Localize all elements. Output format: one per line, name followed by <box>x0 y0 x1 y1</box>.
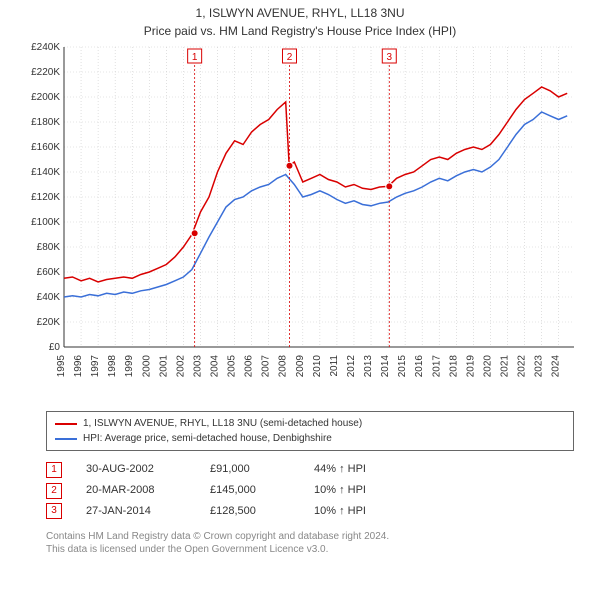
svg-text:2004: 2004 <box>210 355 221 378</box>
svg-text:2: 2 <box>287 52 293 63</box>
marker-badge: 2 <box>46 483 62 499</box>
chart-area: £0 £20K £40K £60K £80K £100K £120K £140K £160K £1… <box>20 43 580 403</box>
svg-text:£80K: £80K <box>37 242 61 253</box>
chart-title: 1, ISLWYN AVENUE, RHYL, LL18 3NU <box>6 6 594 22</box>
legend-swatch <box>55 423 77 425</box>
sale-delta: 44% ↑ HPI <box>314 459 366 480</box>
svg-text:2003: 2003 <box>192 355 203 378</box>
sale-price: £145,000 <box>210 480 290 501</box>
legend-item: 1, ISLWYN AVENUE, RHYL, LL18 3NU (semi-d… <box>55 416 565 431</box>
chart-container: 1, ISLWYN AVENUE, RHYL, LL18 3NU Price p… <box>0 0 600 590</box>
svg-text:£20K: £20K <box>37 317 61 328</box>
svg-text:£100K: £100K <box>31 217 60 228</box>
svg-text:2011: 2011 <box>329 355 340 377</box>
svg-text:1995: 1995 <box>56 355 67 378</box>
sale-delta: 10% ↑ HPI <box>314 501 366 522</box>
svg-text:2000: 2000 <box>141 355 152 378</box>
svg-text:£200K: £200K <box>31 92 60 103</box>
svg-text:£180K: £180K <box>31 117 60 128</box>
svg-text:2022: 2022 <box>517 355 528 378</box>
svg-text:£120K: £120K <box>31 192 60 203</box>
svg-text:2014: 2014 <box>380 355 391 378</box>
svg-text:1: 1 <box>192 52 198 63</box>
svg-text:£240K: £240K <box>31 43 60 53</box>
sale-date: 30-AUG-2002 <box>86 459 186 480</box>
legend-swatch <box>55 438 77 440</box>
svg-text:2005: 2005 <box>227 355 238 378</box>
marker-badge: 1 <box>46 462 62 478</box>
svg-text:1996: 1996 <box>73 355 84 378</box>
sale-date: 27-JAN-2014 <box>86 501 186 522</box>
svg-text:£40K: £40K <box>37 292 61 303</box>
attribution-line: Contains HM Land Registry data © Crown c… <box>46 530 574 543</box>
svg-text:2016: 2016 <box>414 355 425 378</box>
svg-text:£0: £0 <box>49 342 61 353</box>
sales-table: 1 30-AUG-2002 £91,000 44% ↑ HPI 2 20-MAR… <box>46 459 574 522</box>
svg-text:2007: 2007 <box>261 355 272 378</box>
sale-date: 20-MAR-2008 <box>86 480 186 501</box>
sale-price: £91,000 <box>210 459 290 480</box>
svg-text:2023: 2023 <box>534 355 545 378</box>
sale-price: £128,500 <box>210 501 290 522</box>
table-row: 3 27-JAN-2014 £128,500 10% ↑ HPI <box>46 501 574 522</box>
svg-text:2009: 2009 <box>295 355 306 378</box>
svg-text:3: 3 <box>386 52 392 63</box>
svg-text:2024: 2024 <box>551 355 562 378</box>
svg-text:£220K: £220K <box>31 67 60 78</box>
svg-text:1999: 1999 <box>124 355 135 378</box>
attribution: Contains HM Land Registry data © Crown c… <box>46 530 574 556</box>
legend-label: HPI: Average price, semi-detached house,… <box>83 431 332 446</box>
svg-text:2001: 2001 <box>158 355 169 378</box>
svg-text:1997: 1997 <box>90 355 101 378</box>
legend-item: HPI: Average price, semi-detached house,… <box>55 431 565 446</box>
svg-text:2017: 2017 <box>431 355 442 378</box>
svg-text:2010: 2010 <box>312 355 323 378</box>
svg-text:£60K: £60K <box>37 267 61 278</box>
svg-text:2018: 2018 <box>448 355 459 378</box>
attribution-line: This data is licensed under the Open Gov… <box>46 543 574 556</box>
table-row: 2 20-MAR-2008 £145,000 10% ↑ HPI <box>46 480 574 501</box>
svg-text:2008: 2008 <box>278 355 289 378</box>
svg-text:2015: 2015 <box>397 355 408 378</box>
table-row: 1 30-AUG-2002 £91,000 44% ↑ HPI <box>46 459 574 480</box>
chart-svg: £0 £20K £40K £60K £80K £100K £120K £140K £160K £1… <box>20 43 580 403</box>
svg-text:2020: 2020 <box>482 355 493 378</box>
svg-text:2019: 2019 <box>465 355 476 378</box>
marker-badge: 3 <box>46 503 62 519</box>
legend-label: 1, ISLWYN AVENUE, RHYL, LL18 3NU (semi-d… <box>83 416 362 431</box>
svg-text:2021: 2021 <box>499 355 510 378</box>
svg-text:£140K: £140K <box>31 167 60 178</box>
chart-subtitle: Price paid vs. HM Land Registry's House … <box>6 24 594 40</box>
legend: 1, ISLWYN AVENUE, RHYL, LL18 3NU (semi-d… <box>46 411 574 451</box>
svg-text:2013: 2013 <box>363 355 374 378</box>
svg-text:£160K: £160K <box>31 142 60 153</box>
svg-text:2006: 2006 <box>244 355 255 378</box>
svg-text:2002: 2002 <box>175 355 186 378</box>
svg-text:2012: 2012 <box>346 355 357 378</box>
svg-text:1998: 1998 <box>107 355 118 378</box>
sale-delta: 10% ↑ HPI <box>314 480 366 501</box>
